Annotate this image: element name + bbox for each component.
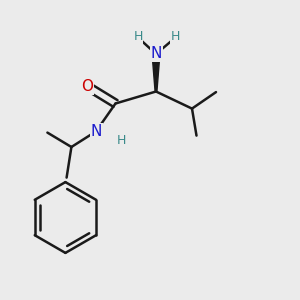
- Text: O: O: [82, 79, 94, 94]
- Text: H: H: [171, 30, 180, 44]
- Polygon shape: [152, 54, 160, 92]
- Text: H: H: [133, 30, 143, 44]
- Text: N: N: [91, 124, 102, 139]
- Text: H: H: [117, 134, 126, 147]
- Text: N: N: [151, 46, 162, 61]
